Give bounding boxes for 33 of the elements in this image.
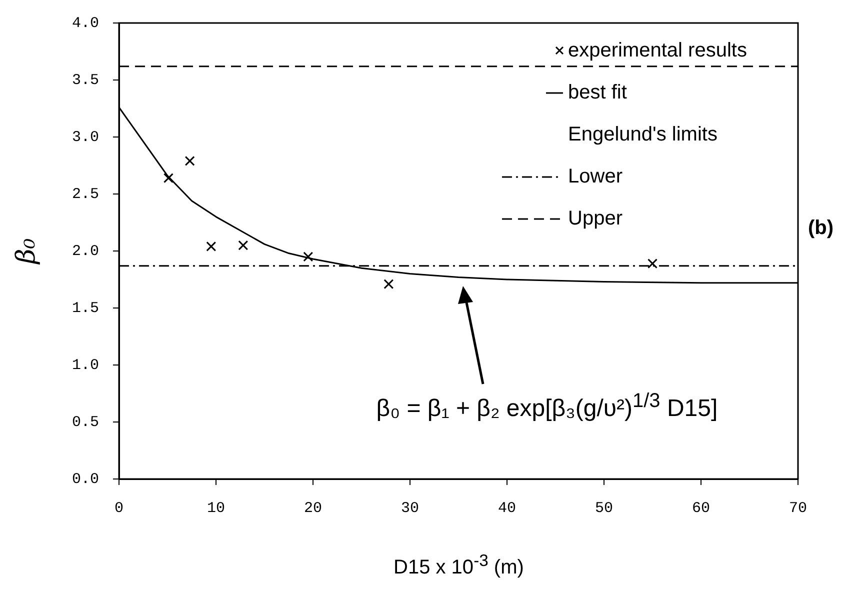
point (303, 252, 314, 262)
point (648, 258, 658, 269)
y-tick-label: 3.0 (72, 128, 100, 146)
y-tick-label: 0.5 (72, 414, 100, 431)
legend-label: Lower (568, 166, 623, 188)
y-tick-label: 1.0 (72, 356, 100, 374)
point (238, 240, 248, 250)
legend-title: Engelund's limits (568, 124, 718, 146)
point (163, 173, 174, 184)
x-tick-label: 40 (498, 500, 516, 517)
x-tick-label: 60 (692, 500, 710, 517)
x-tick-label: 20 (304, 500, 322, 517)
x-tick-label: 50 (594, 500, 614, 517)
point (184, 156, 195, 166)
point (206, 241, 216, 252)
legend-label: best fit (568, 82, 628, 104)
text: (b) (808, 216, 834, 240)
y-tick-label: 2.0 (72, 242, 100, 260)
annotation: β₀ = β₁ + β₂ exp[β₃(g/υ²)$^{1/3}$ D15] (375, 388, 719, 424)
x-tick-label: 70 (788, 500, 808, 517)
x-axis-title: D15 x 10$^{-3}$ (m) (394, 551, 524, 580)
point (384, 279, 394, 290)
x-tick-label: 0 (114, 500, 124, 517)
y-axis-title: β₀ (12, 238, 42, 264)
legend-label: experimental results (568, 40, 747, 62)
y-tick-label: 3.5 (72, 72, 100, 89)
y-tick-label: 0.0 (72, 470, 100, 488)
y-tick-label: 1.5 (72, 300, 100, 317)
legend-label: Upper (568, 208, 623, 230)
x-tick-label: 10 (206, 500, 226, 517)
y-tick-label: 2.5 (72, 186, 100, 203)
y-tick-label: 4.0 (72, 14, 100, 32)
x-tick-label: 30 (400, 500, 420, 517)
